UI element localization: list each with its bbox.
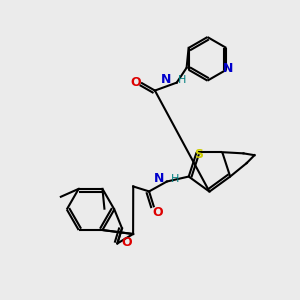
Text: N: N xyxy=(223,62,233,75)
Text: O: O xyxy=(121,236,132,249)
Text: N: N xyxy=(160,73,171,86)
Text: S: S xyxy=(194,148,203,161)
Text: O: O xyxy=(153,206,163,219)
Text: O: O xyxy=(131,76,141,89)
Text: H: H xyxy=(178,75,186,85)
Text: N: N xyxy=(154,172,164,185)
Text: H: H xyxy=(171,173,179,184)
